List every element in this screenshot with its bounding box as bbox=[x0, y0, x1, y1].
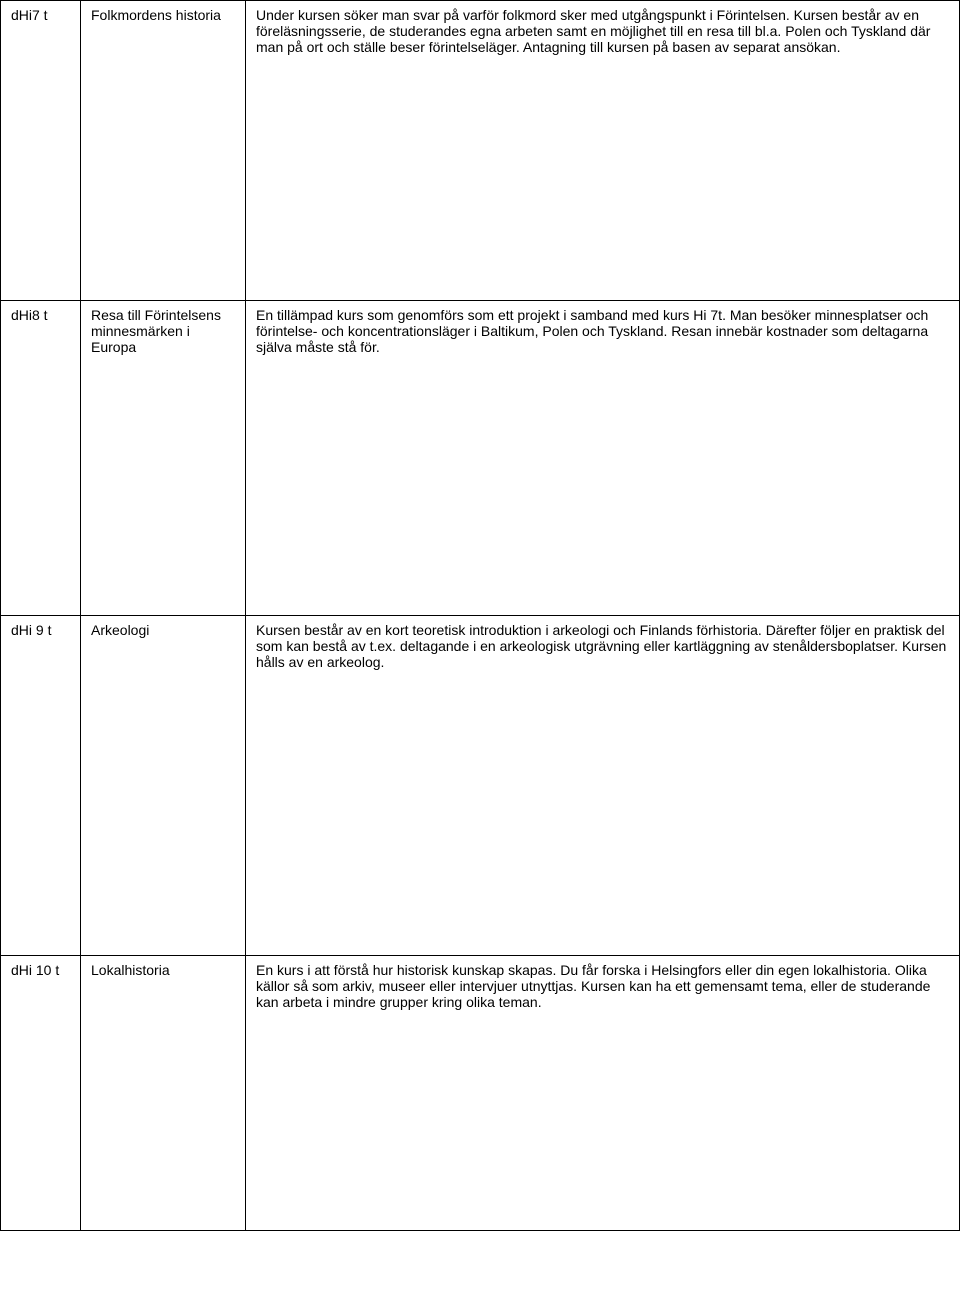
course-desc-cell: En kurs i att förstå hur historisk kunsk… bbox=[246, 956, 960, 1231]
course-title-cell: Folkmordens historia bbox=[81, 1, 246, 301]
table-row: dHi7 t Folkmordens historia Under kursen… bbox=[1, 1, 960, 301]
course-desc-cell: Under kursen söker man svar på varför fo… bbox=[246, 1, 960, 301]
course-code-cell: dHi 10 t bbox=[1, 956, 81, 1231]
course-code-cell: dHi 9 t bbox=[1, 616, 81, 956]
course-table: dHi7 t Folkmordens historia Under kursen… bbox=[0, 0, 960, 1231]
table-row: dHi 9 t Arkeologi Kursen består av en ko… bbox=[1, 616, 960, 956]
course-code-cell: dHi7 t bbox=[1, 1, 81, 301]
course-title-cell: Arkeologi bbox=[81, 616, 246, 956]
course-desc-cell: En tillämpad kurs som genomförs som ett … bbox=[246, 301, 960, 616]
course-title-cell: Lokalhistoria bbox=[81, 956, 246, 1231]
table-row: dHi8 t Resa till Förintelsens minnesmärk… bbox=[1, 301, 960, 616]
table-row: dHi 10 t Lokalhistoria En kurs i att för… bbox=[1, 956, 960, 1231]
course-title-cell: Resa till Förintelsens minnesmärken i Eu… bbox=[81, 301, 246, 616]
course-desc-cell: Kursen består av en kort teoretisk intro… bbox=[246, 616, 960, 956]
course-code-cell: dHi8 t bbox=[1, 301, 81, 616]
